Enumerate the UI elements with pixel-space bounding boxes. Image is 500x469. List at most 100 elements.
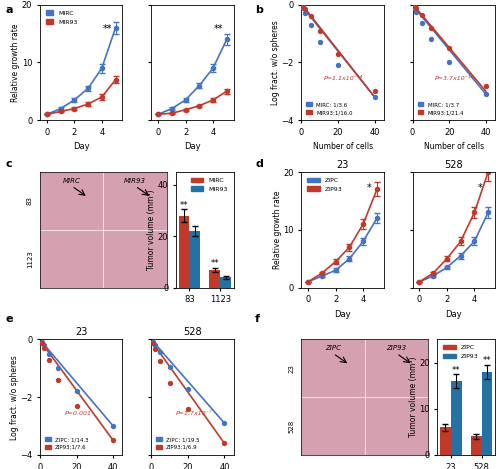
Bar <box>482 372 492 455</box>
Point <box>306 21 314 29</box>
Point <box>38 338 46 346</box>
Point <box>54 376 62 384</box>
X-axis label: Number of cells: Number of cells <box>424 142 484 151</box>
Point <box>418 20 426 27</box>
Legend: MIRC, MIR93: MIRC, MIR93 <box>188 175 230 194</box>
Text: **: ** <box>180 201 188 210</box>
Point <box>334 50 342 58</box>
Text: 23: 23 <box>336 160 349 170</box>
Point <box>149 340 157 347</box>
Text: 83: 83 <box>336 0 348 2</box>
Point <box>410 2 418 10</box>
Point <box>151 345 159 353</box>
Bar <box>178 216 190 287</box>
Point <box>482 82 490 89</box>
Point <box>299 4 307 11</box>
Bar <box>440 427 451 455</box>
Point <box>220 419 228 427</box>
Text: 528: 528 <box>183 327 202 337</box>
Point <box>45 356 53 363</box>
Text: 83: 83 <box>27 197 33 205</box>
Text: P=1.7x10⁻⁷: P=1.7x10⁻⁷ <box>176 410 212 416</box>
Text: MIRC: MIRC <box>63 178 80 184</box>
Point <box>445 44 453 52</box>
Point <box>370 88 378 95</box>
Text: d: d <box>255 159 263 169</box>
X-axis label: Day: Day <box>73 142 90 151</box>
Point <box>299 2 307 10</box>
Text: 83: 83 <box>75 0 88 2</box>
Point <box>166 379 173 386</box>
Text: 528: 528 <box>444 160 463 170</box>
Legend: ZIPC, ZIP93: ZIPC, ZIP93 <box>304 175 345 194</box>
Y-axis label: Log fract. w/o spheres: Log fract. w/o spheres <box>271 20 280 105</box>
Point <box>109 437 117 444</box>
Text: 528: 528 <box>288 419 294 433</box>
Text: ZIPC: ZIPC <box>325 345 341 351</box>
Legend: MIRC: 1/3.6, MIR93:1/16.0: MIRC: 1/3.6, MIR93:1/16.0 <box>304 100 355 117</box>
Text: f: f <box>255 314 260 324</box>
Y-axis label: Tumor volume (mm³): Tumor volume (mm³) <box>409 357 418 438</box>
Point <box>184 385 192 392</box>
Text: P=0.001: P=0.001 <box>64 410 92 416</box>
Y-axis label: Log fract. w/o spheres: Log fract. w/o spheres <box>10 355 18 439</box>
Text: 1123: 1123 <box>442 0 466 2</box>
Text: P=1.1x10⁻¹⁴: P=1.1x10⁻¹⁴ <box>324 76 362 81</box>
X-axis label: Day: Day <box>184 142 200 151</box>
Y-axis label: Tumor volume (mm³): Tumor volume (mm³) <box>148 189 156 270</box>
Point <box>410 4 418 11</box>
Point <box>301 9 309 17</box>
Text: 23: 23 <box>75 327 88 337</box>
Text: b: b <box>255 5 263 15</box>
Point <box>418 11 426 19</box>
X-axis label: Number of cells: Number of cells <box>312 142 372 151</box>
Text: 23: 23 <box>288 364 294 373</box>
Bar <box>190 231 200 287</box>
Legend: ZIPC, ZIP93: ZIPC, ZIP93 <box>440 343 481 362</box>
Legend: MIRC: 1/3.7, MIR93:1/21.4: MIRC: 1/3.7, MIR93:1/21.4 <box>416 100 467 117</box>
Point <box>334 61 342 69</box>
Bar <box>210 270 220 287</box>
Legend: ZIPC: 1/19.5, ZIP93:1/6.9: ZIPC: 1/19.5, ZIP93:1/6.9 <box>154 435 202 452</box>
Point <box>156 357 164 365</box>
Text: 1123: 1123 <box>27 250 33 268</box>
Text: 1123: 1123 <box>180 0 204 2</box>
Point <box>370 93 378 101</box>
Bar <box>471 437 482 455</box>
Point <box>54 364 62 372</box>
Point <box>40 344 48 352</box>
Text: *: * <box>478 183 482 193</box>
Point <box>184 405 192 413</box>
Point <box>166 363 173 371</box>
Text: *: * <box>366 183 371 193</box>
Point <box>306 13 314 20</box>
Point <box>482 91 490 98</box>
Point <box>412 8 420 15</box>
Text: P=3.7x10⁻¹⁹: P=3.7x10⁻¹⁹ <box>434 76 474 81</box>
Text: ZIP93: ZIP93 <box>386 345 406 351</box>
X-axis label: Day: Day <box>334 310 351 319</box>
Point <box>45 350 53 358</box>
Point <box>38 339 46 347</box>
X-axis label: Day: Day <box>446 310 462 319</box>
Bar <box>451 381 462 455</box>
Point <box>109 422 117 430</box>
Y-axis label: Relative growth rate: Relative growth rate <box>12 23 20 102</box>
Text: **: ** <box>210 259 219 268</box>
Text: **: ** <box>452 366 460 375</box>
Point <box>316 38 324 46</box>
Point <box>220 439 228 447</box>
Point <box>445 59 453 66</box>
Text: **: ** <box>214 23 224 34</box>
Text: **: ** <box>482 356 491 365</box>
Point <box>301 5 309 13</box>
Point <box>40 341 48 349</box>
Text: **: ** <box>102 23 112 34</box>
Text: c: c <box>5 159 12 169</box>
Point <box>427 36 435 43</box>
Point <box>427 24 435 31</box>
Legend: ZIPC: 1/14.3, ZIP93:1/7.6: ZIPC: 1/14.3, ZIP93:1/7.6 <box>43 435 91 452</box>
Point <box>72 402 80 409</box>
Legend: MIRC, MIR93: MIRC, MIR93 <box>43 8 80 27</box>
Text: MIR93: MIR93 <box>124 178 146 184</box>
